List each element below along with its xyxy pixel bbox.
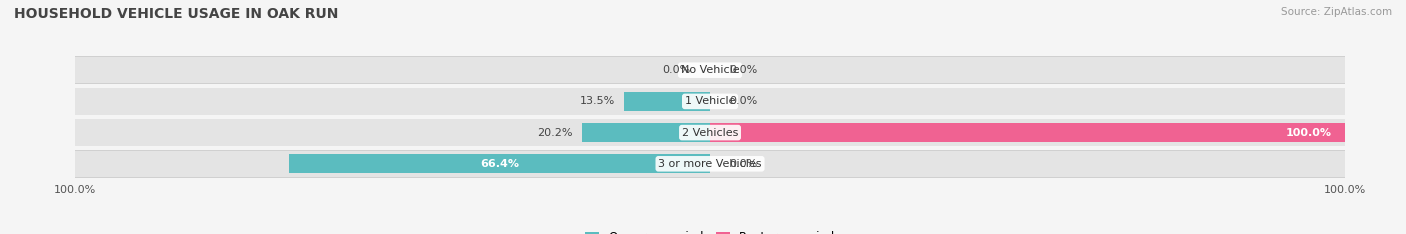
Bar (288, 154, 710, 173)
Bar (76, 150, 1344, 178)
Text: 66.4%: 66.4% (479, 159, 519, 169)
Text: 20.2%: 20.2% (537, 128, 572, 138)
Text: 0.0%: 0.0% (730, 96, 758, 106)
Bar (76, 151, 1344, 177)
Text: 1 Vehicle: 1 Vehicle (685, 96, 735, 106)
Text: 13.5%: 13.5% (579, 96, 614, 106)
Bar (76, 88, 1344, 114)
Legend: Owner-occupied, Renter-occupied: Owner-occupied, Renter-occupied (579, 226, 841, 234)
Text: Source: ZipAtlas.com: Source: ZipAtlas.com (1281, 7, 1392, 17)
Bar (76, 120, 1344, 146)
Text: 0.0%: 0.0% (730, 65, 758, 75)
Text: HOUSEHOLD VEHICLE USAGE IN OAK RUN: HOUSEHOLD VEHICLE USAGE IN OAK RUN (14, 7, 339, 21)
Bar (76, 57, 1344, 83)
Bar (710, 123, 1344, 142)
Text: 100.0%: 100.0% (1286, 128, 1331, 138)
Bar (76, 56, 1344, 84)
Text: 3 or more Vehicles: 3 or more Vehicles (658, 159, 762, 169)
Bar (624, 92, 710, 111)
Text: 2 Vehicles: 2 Vehicles (682, 128, 738, 138)
Text: No Vehicle: No Vehicle (681, 65, 740, 75)
Text: 0.0%: 0.0% (730, 159, 758, 169)
Bar (76, 88, 1344, 115)
Bar (76, 119, 1344, 146)
Bar (582, 123, 710, 142)
Text: 0.0%: 0.0% (662, 65, 690, 75)
